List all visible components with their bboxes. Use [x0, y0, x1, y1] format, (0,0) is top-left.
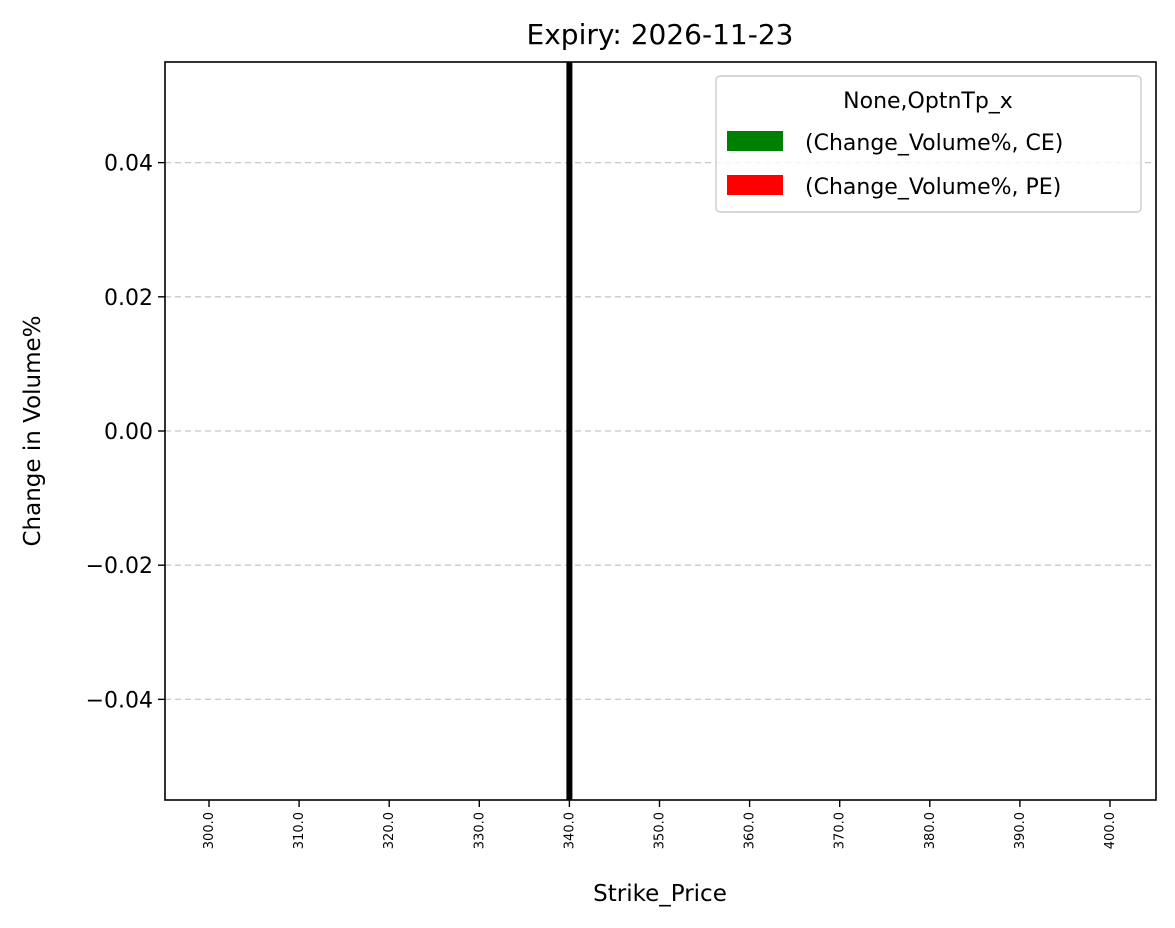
x-tick-label: 380.0 [923, 812, 938, 849]
x-axis-ticks: 300.0 310.0 320.0 330.0 340.0 350.0 360.0 370.0… [202, 800, 1118, 849]
y-axis-ticks: 0.04 0.02 0.00 −0.02 −0.04 [86, 152, 165, 713]
gridlines [165, 161, 1156, 701]
y-tick-label: −0.04 [86, 688, 153, 713]
y-tick-label: 0.04 [104, 152, 153, 177]
chart-title: Expiry: 2026-11-23 [527, 18, 794, 51]
x-tick-label: 350.0 [653, 812, 668, 849]
x-tick-label: 300.0 [202, 812, 217, 849]
y-tick-label: −0.02 [86, 554, 153, 579]
y-tick-label: 0.00 [104, 420, 153, 445]
legend-swatch-ce [727, 131, 783, 151]
legend-label-pe: (Change_Volume%, PE) [805, 175, 1061, 200]
legend-label-ce: (Change_Volume%, CE) [805, 131, 1063, 156]
x-tick-label: 360.0 [743, 812, 758, 849]
x-tick-label: 330.0 [472, 812, 487, 849]
x-tick-label: 390.0 [1013, 812, 1028, 849]
y-tick-label: 0.02 [104, 286, 153, 311]
x-tick-label: 320.0 [382, 812, 397, 849]
y-axis-label: Change in Volume% [20, 315, 46, 546]
x-tick-label: 400.0 [1103, 812, 1118, 849]
legend-box [715, 75, 1142, 213]
legend-title: None,OptnTp_x [843, 89, 1013, 114]
x-tick-label: 310.0 [292, 812, 307, 849]
x-tick-label: 340.0 [562, 812, 577, 849]
legend: None,OptnTp_x (Change_Volume%, CE) (Chan… [715, 75, 1142, 213]
x-axis-label: Strike_Price [593, 881, 727, 907]
legend-swatch-pe [727, 175, 783, 195]
x-tick-label: 370.0 [833, 812, 848, 849]
